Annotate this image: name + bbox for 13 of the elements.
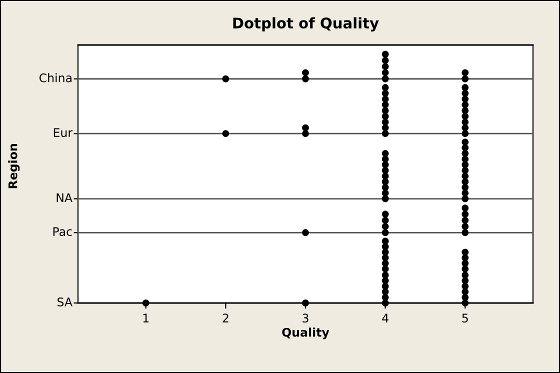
- text: SA: [58, 297, 72, 306]
- legend-label: NA: [56, 193, 72, 202]
- x-tick-label: 3: [302, 314, 308, 323]
- y-axis-title: Region: [8, 144, 20, 188]
- x-tick-label: 4: [382, 314, 388, 322]
- x-tick-label: 1: [143, 314, 149, 322]
- text: Eur: [54, 128, 73, 138]
- legend-label: China: [39, 73, 72, 82]
- x-tick-label: 2: [222, 314, 228, 322]
- x-axis-title: Quality: [282, 328, 330, 340]
- text: Pac: [53, 227, 72, 236]
- x-tick-label: 5: [462, 314, 468, 323]
- chart-title: Dotplot of Quality: [233, 17, 379, 32]
